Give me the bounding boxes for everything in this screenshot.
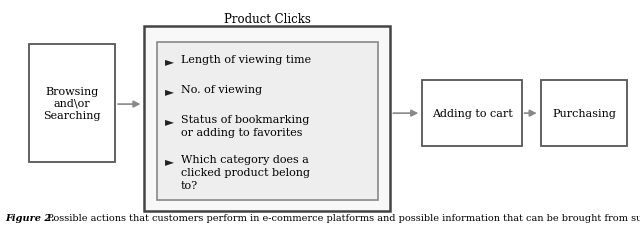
Bar xyxy=(157,43,378,200)
Text: No. of viewing: No. of viewing xyxy=(181,84,262,94)
Text: ►: ► xyxy=(165,84,174,97)
Text: Purchasing: Purchasing xyxy=(552,109,616,119)
Bar xyxy=(541,81,627,146)
Text: Product Clicks: Product Clicks xyxy=(224,13,311,26)
Text: Which category does a
clicked product belong
to?: Which category does a clicked product be… xyxy=(181,154,310,190)
Text: Possible actions that customers perform in e-commerce platforms and possible inf: Possible actions that customers perform … xyxy=(44,213,640,222)
Text: Adding to cart: Adding to cart xyxy=(431,109,513,119)
Text: ►: ► xyxy=(165,154,174,167)
Text: ►: ► xyxy=(165,115,174,128)
Text: Status of bookmarking
or adding to favorites: Status of bookmarking or adding to favor… xyxy=(181,115,310,138)
Text: Length of viewing time: Length of viewing time xyxy=(181,55,311,65)
Bar xyxy=(422,81,522,146)
Bar xyxy=(144,27,390,212)
Text: Browsing
and\or
Searching: Browsing and\or Searching xyxy=(44,87,100,120)
Text: Figure 2.: Figure 2. xyxy=(5,213,54,222)
Text: ►: ► xyxy=(165,55,174,68)
Bar xyxy=(29,45,115,162)
